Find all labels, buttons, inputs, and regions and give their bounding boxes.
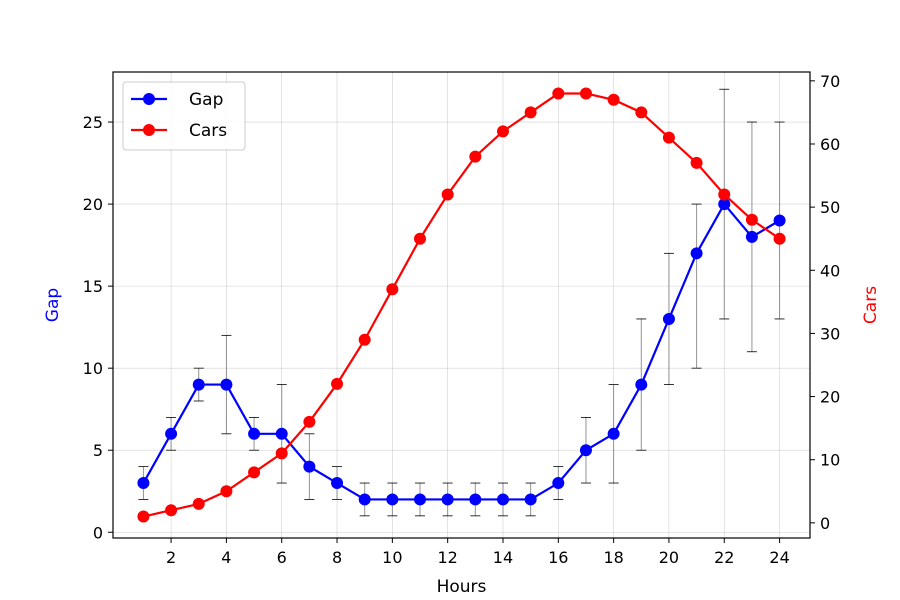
y-right-tick-label: 70 <box>820 72 840 91</box>
y-left-tick-label: 25 <box>83 113 103 132</box>
data-point-gap <box>690 247 703 260</box>
data-point-gap <box>192 378 205 391</box>
data-point-cars <box>137 510 150 523</box>
data-point-cars <box>331 377 344 390</box>
y-right-tick-label: 20 <box>820 388 840 407</box>
data-point-gap <box>718 198 731 211</box>
legend-label-cars: Cars <box>189 121 227 141</box>
data-point-cars <box>220 485 233 498</box>
data-point-gap <box>441 493 454 506</box>
data-point-gap <box>386 493 399 506</box>
data-point-gap <box>469 493 482 506</box>
x-ticks: 2 4 6 8 10 12 14 16 18 20 22 24 <box>166 538 790 567</box>
y-right-tick-label: 40 <box>820 261 840 280</box>
data-point-cars <box>358 333 371 346</box>
data-point-cars <box>414 232 427 245</box>
data-point-gap <box>773 214 786 227</box>
data-point-cars <box>607 93 620 106</box>
data-point-cars <box>275 447 288 460</box>
data-point-gap <box>137 477 150 490</box>
y-left-tick-label: 20 <box>83 195 103 214</box>
data-point-cars <box>496 125 509 138</box>
y-left-tick-label: 5 <box>93 441 103 460</box>
data-point-gap <box>635 378 648 391</box>
data-point-cars <box>552 87 565 100</box>
x-tick-label: 20 <box>659 548 679 567</box>
data-point-cars <box>192 497 205 510</box>
y-left-axis-title: Gap <box>43 288 63 322</box>
data-point-gap <box>745 230 758 243</box>
series-markers <box>137 87 786 523</box>
data-point-gap <box>414 493 427 506</box>
y-left-ticks: 0 5 10 15 20 25 <box>83 113 113 542</box>
data-point-cars <box>441 188 454 201</box>
data-point-cars <box>303 415 316 428</box>
data-point-cars <box>745 213 758 226</box>
data-point-cars <box>690 156 703 169</box>
x-tick-label: 10 <box>382 548 402 567</box>
x-tick-label: 22 <box>714 548 734 567</box>
data-point-cars <box>165 504 178 517</box>
y-right-tick-label: 50 <box>820 198 840 217</box>
data-point-cars <box>469 150 482 163</box>
data-point-cars <box>386 283 399 296</box>
data-point-gap <box>607 427 620 440</box>
data-point-gap <box>220 378 233 391</box>
x-tick-label: 16 <box>548 548 568 567</box>
data-point-cars <box>662 131 675 144</box>
data-point-gap <box>524 493 537 506</box>
y-right-ticks: 0 10 20 30 40 50 60 70 <box>810 72 840 533</box>
data-point-gap <box>303 460 316 473</box>
x-tick-label: 12 <box>437 548 457 567</box>
x-tick-label: 6 <box>277 548 287 567</box>
data-point-cars <box>248 466 261 479</box>
y-right-tick-label: 0 <box>820 514 830 533</box>
data-point-gap <box>248 427 261 440</box>
x-axis-title: Hours <box>437 577 487 597</box>
y-left-tick-label: 15 <box>83 277 103 296</box>
x-tick-label: 24 <box>769 548 789 567</box>
data-point-cars <box>524 106 537 119</box>
data-point-gap <box>552 477 565 490</box>
data-point-gap <box>165 427 178 440</box>
data-point-gap <box>579 444 592 457</box>
plot-frame <box>112 71 811 539</box>
data-point-cars <box>773 232 786 245</box>
x-tick-label: 14 <box>493 548 513 567</box>
data-point-cars <box>635 106 648 119</box>
data-point-cars <box>718 188 731 201</box>
legend: Gap Cars <box>122 81 246 151</box>
data-point-gap <box>662 312 675 325</box>
x-tick-label: 18 <box>603 548 623 567</box>
data-point-gap <box>275 427 288 440</box>
data-point-cars <box>579 87 592 100</box>
data-point-gap <box>358 493 371 506</box>
legend-marker-cars <box>143 124 155 136</box>
y-right-tick-label: 30 <box>820 324 840 343</box>
y-left-tick-label: 0 <box>93 523 103 542</box>
x-tick-label: 4 <box>221 548 231 567</box>
data-point-gap <box>496 493 509 506</box>
y-right-tick-label: 10 <box>820 451 840 470</box>
x-tick-label: 2 <box>166 548 176 567</box>
y-right-tick-label: 60 <box>820 135 840 154</box>
series-line-gap <box>142 202 781 501</box>
data-point-gap <box>331 477 344 490</box>
legend-label-gap: Gap <box>189 90 223 110</box>
legend-marker-gap <box>143 93 155 105</box>
x-tick-label: 8 <box>332 548 342 567</box>
y-right-axis-title: Cars <box>861 286 881 324</box>
y-left-tick-label: 10 <box>83 359 103 378</box>
